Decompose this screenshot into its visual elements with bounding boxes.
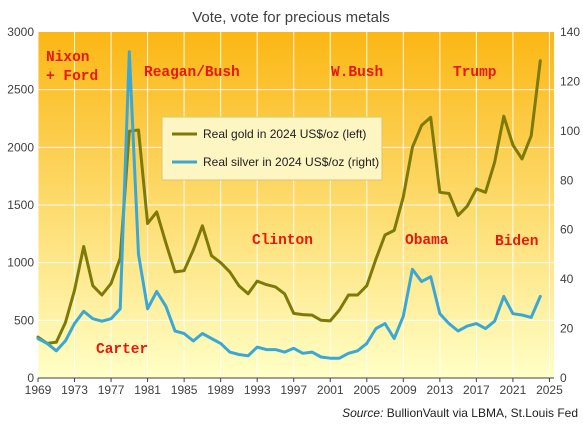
chart-title: Vote, vote for precious metals xyxy=(192,9,390,26)
x-tick-label: 1985 xyxy=(171,383,198,397)
series-line-silver xyxy=(36,50,542,360)
y-right-tick-label: 100 xyxy=(560,124,580,138)
y-right-tick-label: 60 xyxy=(560,223,574,237)
y-left-tick-label: 3000 xyxy=(7,25,34,39)
legend-box xyxy=(161,116,383,181)
annotation-biden: Biden xyxy=(495,234,539,250)
annotation-trump: Trump xyxy=(453,65,497,81)
y-right-tick-label: 40 xyxy=(560,272,574,286)
annotations: Nixon + Ford Carter Reagan/Bush Clinton … xyxy=(46,50,539,358)
x-tick-label: 1969 xyxy=(25,383,52,397)
y-right-tick-label: 120 xyxy=(560,74,580,88)
y-left-tick-label: 1000 xyxy=(7,256,34,270)
x-tick-label: 1981 xyxy=(134,383,161,397)
y-right-tick-label: 0 xyxy=(560,371,567,385)
x-tick-label: 2001 xyxy=(317,383,344,397)
x-tick-label: 2009 xyxy=(390,383,417,397)
annotation-obama: Obama xyxy=(405,233,449,249)
y-left-tick-label: 2500 xyxy=(7,83,34,97)
source-text: BullionVault via LBMA, St.Louis Fed xyxy=(387,406,578,420)
x-tick-label: 1997 xyxy=(280,383,307,397)
annotation-carter: Carter xyxy=(96,342,148,358)
y-right-tick-label: 80 xyxy=(560,173,574,187)
annotation-w-bush: W.Bush xyxy=(331,65,383,81)
source-note: Source: BullionVault via LBMA, St.Louis … xyxy=(342,406,578,420)
annotation-clinton: Clinton xyxy=(252,233,313,249)
legend-label-gold: Real gold in 2024 US$/oz (left) xyxy=(203,127,366,141)
y-left-tick-label: 0 xyxy=(27,371,34,385)
legend-label-silver: Real silver in 2024 US$/oz (right) xyxy=(203,155,379,169)
annotation-reagan-bush: Reagan/Bush xyxy=(144,65,240,81)
y-left-tick-label: 2000 xyxy=(7,140,34,154)
x-tick-label: 2021 xyxy=(500,383,527,397)
x-tick-label: 1973 xyxy=(61,383,88,397)
annotation-ford: + Ford xyxy=(46,69,98,85)
x-tick-label: 2017 xyxy=(463,383,490,397)
annotation-nixon: Nixon xyxy=(46,50,90,66)
y-left-tick-label: 500 xyxy=(14,313,34,327)
x-tick-label: 1977 xyxy=(98,383,125,397)
x-tick-label: 2013 xyxy=(426,383,453,397)
axes: 0 500 1000 1500 2000 2500 3000 0 20 40 60 80 100 120 1… xyxy=(7,25,580,397)
y-left-tick-label: 1500 xyxy=(7,198,34,212)
x-tick-label: 2025 xyxy=(536,383,563,397)
y-right-tick-label: 140 xyxy=(560,25,580,39)
series-layer xyxy=(36,50,542,360)
legend: Real gold in 2024 US$/oz (left) Real sil… xyxy=(161,116,383,181)
x-tick-label: 1993 xyxy=(244,383,271,397)
x-tick-label: 1989 xyxy=(207,383,234,397)
y-right-tick-label: 20 xyxy=(560,322,574,336)
source-label: Source: xyxy=(342,406,383,420)
x-tick-label: 2005 xyxy=(353,383,380,397)
